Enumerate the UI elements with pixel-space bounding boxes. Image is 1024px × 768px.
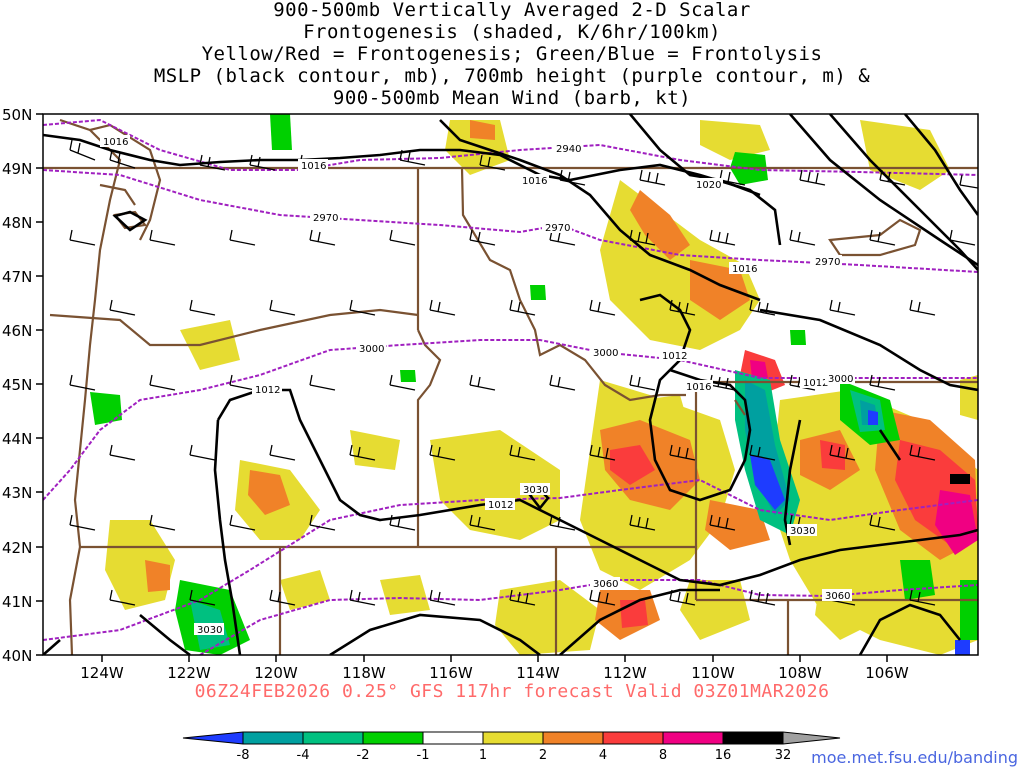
lat-label: 47N: [2, 268, 32, 286]
lat-label: 49N: [2, 160, 32, 178]
lon-label: 124W: [80, 664, 124, 682]
colorbar-label: -2: [357, 748, 370, 763]
lat-label: 41N: [2, 593, 32, 611]
height-label: 2970: [545, 223, 570, 234]
height-label: 3030: [523, 485, 548, 496]
height-label: 3030: [197, 625, 222, 636]
source-credit[interactable]: moe.met.fsu.edu/banding: [811, 748, 1018, 767]
height-label: 3000: [593, 348, 618, 359]
lon-label: 106W: [865, 664, 909, 682]
colorbar-segment: [603, 732, 663, 744]
map-plot-area: 1016 1016 1016 1020 1016 1012 1016 1012 …: [43, 114, 978, 655]
wind-barbs: [69, 139, 978, 606]
mslp-label: 1016: [103, 137, 128, 148]
colorbar-segment: [183, 732, 243, 744]
lon-label: 112W: [603, 664, 647, 682]
colorbar-label: -4: [297, 748, 310, 763]
lat-label: 46N: [2, 322, 32, 340]
title-line-1: 900-500mb Vertically Averaged 2-D Scalar: [273, 0, 751, 21]
colorbar-segment: [663, 732, 723, 744]
title-line-5: 900-500mb Mean Wind (barb, kt): [332, 87, 692, 109]
colorbar-segment: [783, 732, 840, 744]
height-label: 3000: [828, 374, 853, 385]
title-line-3: Yellow/Red = Frontogenesis; Green/Blue =…: [201, 43, 823, 65]
title-line-2: Frontogenesis (shaded, K/6hr/100km): [303, 21, 721, 43]
colorbar-segment: [363, 732, 423, 744]
lon-label: 116W: [429, 664, 473, 682]
mslp-label: 1016: [732, 264, 757, 275]
colorbar-segment: [423, 732, 483, 744]
colorbar-label: 32: [775, 748, 792, 763]
title-line-4: MSLP (black contour, mb), 700mb height (…: [153, 65, 871, 87]
lat-label: 43N: [2, 484, 32, 502]
lon-label: 108W: [778, 664, 822, 682]
mslp-labels: 1016 1016 1016 1020 1016 1012 1016 1012 …: [100, 135, 830, 511]
colorbar-segment: [303, 732, 363, 744]
longitude-axis: 124W 122W 120W 118W 116W 114W 112W 110W …: [80, 655, 909, 682]
colorbar-label: -1: [417, 748, 430, 763]
colorbar-label: -8: [237, 748, 250, 763]
lat-label: 40N: [2, 647, 32, 665]
colorbar-label: 8: [659, 748, 667, 763]
colorbar-label: 1: [479, 748, 487, 763]
height-label: 2940: [556, 144, 581, 155]
height-labels: 2940 2970 2970 2970 3000 3000 3000 3030 …: [194, 142, 855, 636]
height-label: 3000: [359, 344, 384, 355]
height-label: 3060: [593, 579, 618, 590]
mslp-label: 1020: [696, 180, 721, 191]
forecast-subtitle: 06Z24FEB2026 0.25° GFS 117hr forecast Va…: [194, 681, 830, 702]
mslp-contours: [43, 114, 978, 655]
colorbar: -8 -4 -2 -1 1 2 4 8 16 32: [182, 731, 841, 763]
lon-label: 120W: [254, 664, 298, 682]
colorbar-segment: [723, 732, 783, 744]
lat-label: 45N: [2, 376, 32, 394]
lon-label: 118W: [342, 664, 386, 682]
lat-label: 50N: [2, 106, 32, 124]
mslp-label: 1012: [255, 385, 280, 396]
colorbar-label: 2: [539, 748, 547, 763]
mslp-label: 1016: [301, 161, 326, 172]
mslp-label: 1012: [488, 500, 513, 511]
mslp-label: 1012: [662, 351, 687, 362]
colorbar-segment: [243, 732, 303, 744]
lat-label: 44N: [2, 430, 32, 448]
mslp-label: 1016: [522, 176, 547, 187]
colorbar-segment: [483, 732, 543, 744]
lon-label: 110W: [691, 664, 735, 682]
colorbar-label: 4: [599, 748, 607, 763]
height-label: 3030: [790, 526, 815, 537]
lat-label: 48N: [2, 214, 32, 232]
colorbar-label: 16: [715, 748, 732, 763]
height-label: 2970: [815, 257, 840, 268]
height-label: 3060: [825, 591, 850, 602]
colorbar-segment: [543, 732, 603, 744]
lon-label: 122W: [167, 664, 211, 682]
height-label: 2970: [313, 213, 338, 224]
lon-label: 114W: [516, 664, 560, 682]
mslp-label: 1012: [803, 378, 828, 389]
mslp-label: 1016: [686, 382, 711, 393]
lat-label: 42N: [2, 539, 32, 557]
latitude-axis: 50N 49N 48N 47N 46N 45N 44N 43N 42N 41N …: [2, 106, 43, 665]
